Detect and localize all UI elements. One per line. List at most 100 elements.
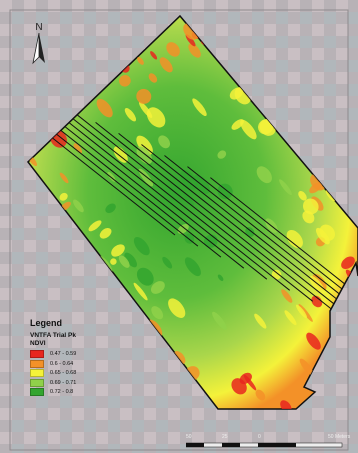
ndvi-patch [255, 389, 266, 401]
ndvi-patch [162, 256, 173, 269]
legend-class-row: 0.69 - 0.71 [30, 378, 150, 388]
ndvi-patch [245, 227, 255, 237]
scale-label: 50 Meters [328, 434, 351, 440]
trial-strip-line [95, 122, 336, 313]
ndvi-patch [168, 298, 186, 318]
trial-strip-lines [28, 44, 358, 368]
ndvi-patch [212, 311, 227, 330]
trial-strip-line [28, 44, 176, 236]
ndvi-patch [96, 98, 113, 118]
legend-class-label: 0.47 - 0.59 [50, 351, 77, 358]
legend-class-label: 0.6 - 0.64 [50, 360, 74, 367]
ndvi-patch [217, 150, 227, 159]
ndvi-patch [136, 267, 154, 286]
ndvi-patch [240, 119, 257, 140]
ndvi-patch [298, 191, 307, 201]
legend-class-row: 0.6 - 0.64 [30, 359, 150, 369]
ndvi-patch [88, 220, 102, 232]
trial-strip-line [210, 177, 358, 368]
legend-swatch [30, 359, 44, 368]
ndvi-patch [118, 255, 130, 268]
ndvi-patch [217, 183, 233, 200]
ndvi-patch [279, 179, 292, 196]
ndvi-patch [182, 191, 194, 206]
north-arrow-icon [32, 32, 45, 65]
ndvi-patch [146, 107, 166, 128]
ndvi-patch [177, 223, 189, 234]
legend-class-row: 0.65 - 0.68 [30, 369, 150, 379]
legend-layer-name: VNTFA Trial Pk [30, 332, 76, 339]
ndvi-patch [325, 189, 336, 202]
ndvi-patch [188, 43, 201, 58]
ndvi-patch [110, 258, 117, 265]
ndvi-patch [254, 313, 267, 329]
legend-class-row: 0.47 - 0.59 [30, 350, 150, 360]
scale-label: 50 [186, 434, 192, 440]
ndvi-patch [105, 203, 116, 214]
ndvi-patch [59, 192, 68, 201]
ndvi-patch [148, 73, 158, 83]
trial-strip-line [72, 110, 314, 302]
ndvi-patch [111, 244, 125, 257]
ndvi-patch [73, 143, 83, 154]
legend-field-name: NDVI [30, 339, 46, 347]
ndvi-patch [150, 281, 165, 294]
scale-bar: 50 25 0 50 Meters [186, 434, 356, 450]
legend-swatch [30, 369, 44, 378]
legend-class-label: 0.72 - 0.8 [50, 389, 74, 396]
ndvi-patch [298, 303, 313, 322]
legend-classes: 0.47 - 0.59 0.6 - 0.64 0.65 - 0.68 0.69 - 0… [30, 350, 150, 398]
ndvi-patch [119, 75, 131, 87]
ndvi-patch [133, 282, 148, 301]
ndvi-patch [137, 56, 144, 65]
legend: Legend VNTFA Trial Pk NDVI 0.47 - 0.59 0.… [30, 318, 150, 397]
ndvi-patch [281, 289, 293, 303]
ndvi-patch [284, 310, 297, 326]
ndvi-patch [151, 306, 164, 320]
ndvi-patch [303, 198, 319, 215]
ndvi-patch [299, 358, 314, 375]
legend-class-label: 0.69 - 0.71 [50, 379, 77, 386]
ndvi-patch [166, 42, 180, 57]
ndvi-patch [280, 400, 292, 409]
ndvi-patch [133, 236, 150, 256]
ndvi-patch [159, 57, 173, 73]
ndvi-patch [99, 227, 112, 239]
ndvi-patch [124, 252, 137, 268]
ndvi-patch [184, 257, 201, 277]
legend-swatch [30, 388, 44, 397]
ndvi-patch [229, 87, 244, 100]
ndvi-patch [59, 172, 69, 184]
ndvi-patch [217, 274, 224, 282]
ndvi-patch [124, 108, 137, 122]
north-arrow: N [29, 23, 49, 69]
legend-class-row: 0.72 - 0.8 [30, 388, 150, 398]
trial-strip-line [49, 99, 291, 291]
trial-strip-line [187, 166, 358, 357]
trial-strip-line [118, 133, 358, 324]
ndvi-patch [158, 135, 171, 149]
ndvi-patch [231, 378, 247, 395]
ndvi-patch [341, 256, 355, 270]
trial-strip-line [28, 66, 222, 258]
ndvi-patch [258, 119, 274, 135]
legend-title: Legend [30, 318, 63, 328]
ndvi-patch [231, 119, 244, 130]
ndvi-patch [306, 332, 321, 350]
ndvi-patch [271, 269, 282, 280]
legend-swatch [30, 378, 44, 387]
ndvi-patch [243, 374, 257, 391]
legend-swatch [30, 350, 44, 359]
ndvi-patch [311, 295, 323, 308]
legend-class-label: 0.65 - 0.68 [50, 370, 77, 377]
scale-label: 0 [258, 434, 261, 440]
north-letter: N [35, 22, 43, 33]
ndvi-patch [316, 227, 330, 245]
scale-bar-graphic [186, 442, 343, 448]
ndvi-patch [309, 182, 322, 194]
ndvi-patch [256, 166, 272, 184]
trial-strip-line [28, 55, 199, 247]
ndvi-patch [286, 229, 303, 249]
